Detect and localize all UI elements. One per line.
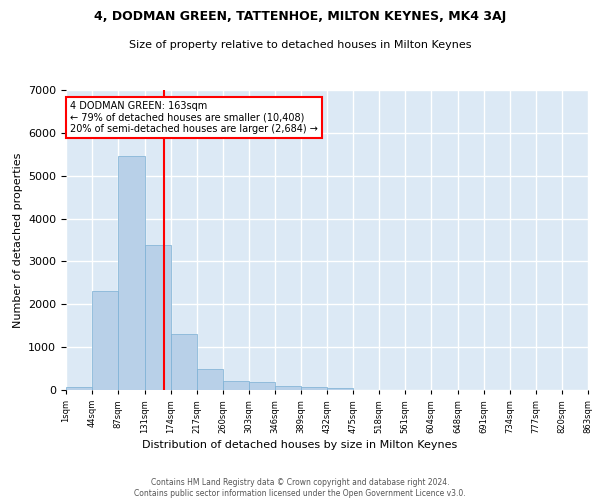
Bar bbox=[327, 388, 353, 390]
Bar bbox=[171, 334, 197, 390]
Bar bbox=[145, 245, 171, 390]
Bar bbox=[301, 387, 327, 390]
Text: 4 DODMAN GREEN: 163sqm
← 79% of detached houses are smaller (10,408)
20% of semi: 4 DODMAN GREEN: 163sqm ← 79% of detached… bbox=[70, 100, 318, 134]
Bar bbox=[223, 381, 249, 390]
Bar bbox=[249, 382, 275, 390]
Bar bbox=[118, 156, 145, 390]
Bar bbox=[92, 292, 118, 390]
Text: Contains HM Land Registry data © Crown copyright and database right 2024.
Contai: Contains HM Land Registry data © Crown c… bbox=[134, 478, 466, 498]
Bar bbox=[66, 387, 92, 390]
Y-axis label: Number of detached properties: Number of detached properties bbox=[13, 152, 23, 328]
Bar bbox=[275, 386, 301, 390]
Text: Distribution of detached houses by size in Milton Keynes: Distribution of detached houses by size … bbox=[142, 440, 458, 450]
Bar bbox=[197, 369, 223, 390]
Text: 4, DODMAN GREEN, TATTENHOE, MILTON KEYNES, MK4 3AJ: 4, DODMAN GREEN, TATTENHOE, MILTON KEYNE… bbox=[94, 10, 506, 23]
Text: Size of property relative to detached houses in Milton Keynes: Size of property relative to detached ho… bbox=[129, 40, 471, 50]
